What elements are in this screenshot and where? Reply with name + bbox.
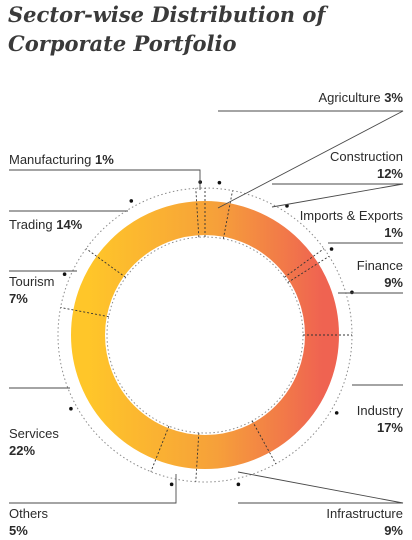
slice-value-trading: 14% xyxy=(56,217,82,232)
slice-marker-finance xyxy=(350,290,354,295)
slice-marker-services xyxy=(69,406,73,411)
slice-boundary-services xyxy=(150,425,170,472)
slice-value-tourism: 7% xyxy=(9,291,28,306)
slice-name-imports-exports: Imports & Exports xyxy=(300,208,404,223)
slice-name-others: Others xyxy=(9,506,49,521)
slice-name-infrastructure: Infrastructure xyxy=(326,506,403,521)
slice-boundary-trading xyxy=(85,248,126,278)
chart-title-line-1: Sector-wise Distribution of xyxy=(8,2,329,27)
slice-label-agriculture: Agriculture 3% xyxy=(318,90,403,105)
slice-boundary-imports-exports xyxy=(284,248,325,278)
chart-title-line-2: Corporate Portfolio xyxy=(8,31,237,56)
leader-line-agriculture xyxy=(217,110,404,209)
slice-boundary-manufacturing xyxy=(195,188,200,238)
slice-value-construction: 12% xyxy=(377,166,403,181)
slice-value-imports-exports: 1% xyxy=(384,225,403,240)
slice-name-trading: Trading xyxy=(9,217,56,232)
slice-value-finance: 9% xyxy=(384,275,403,290)
slice-value-industry: 17% xyxy=(377,420,403,435)
slice-name-manufacturing: Manufacturing xyxy=(9,152,95,167)
slice-name-services: Services xyxy=(9,426,59,441)
slice-marker-agriculture xyxy=(217,180,222,185)
slice-marker-trading xyxy=(129,199,134,203)
leader-line-others xyxy=(9,474,177,504)
slice-boundary-tourism xyxy=(60,307,109,318)
slice-boundary-finance xyxy=(287,255,330,283)
slice-boundary-infrastructure xyxy=(251,420,277,465)
slice-value-others: 5% xyxy=(9,523,28,538)
leader-line-infrastructure xyxy=(237,471,404,504)
inner-guide-circle xyxy=(106,236,304,434)
slice-boundary-construction xyxy=(222,190,233,239)
slice-value-manufacturing: 1% xyxy=(95,152,114,167)
leader-line-construction xyxy=(271,183,404,208)
slice-name-agriculture: Agriculture xyxy=(318,90,384,105)
slice-name-tourism: Tourism xyxy=(9,274,55,289)
donut-ring xyxy=(71,201,339,469)
slice-value-services: 22% xyxy=(9,443,35,458)
slice-marker-industry xyxy=(334,411,339,415)
slice-boundary-others xyxy=(195,432,200,482)
leader-line-manufacturing xyxy=(9,169,201,190)
slice-value-agriculture: 3% xyxy=(384,90,403,105)
chart-labels: Agriculture 3% Construction 12% Imports & E… xyxy=(9,90,403,538)
slice-marker-tourism xyxy=(62,272,67,277)
slice-marker-imports-exports xyxy=(329,247,334,251)
slice-name-industry: Industry xyxy=(357,403,404,418)
slice-label-trading: Trading 14% xyxy=(9,217,83,232)
slice-value-infrastructure: 9% xyxy=(384,523,403,538)
slice-marker-infrastructure xyxy=(236,482,241,487)
slice-name-finance: Finance xyxy=(357,258,403,273)
slice-marker-others xyxy=(169,482,174,487)
slice-label-manufacturing: Manufacturing 1% xyxy=(9,152,114,167)
slice-name-construction: Construction xyxy=(330,149,403,164)
